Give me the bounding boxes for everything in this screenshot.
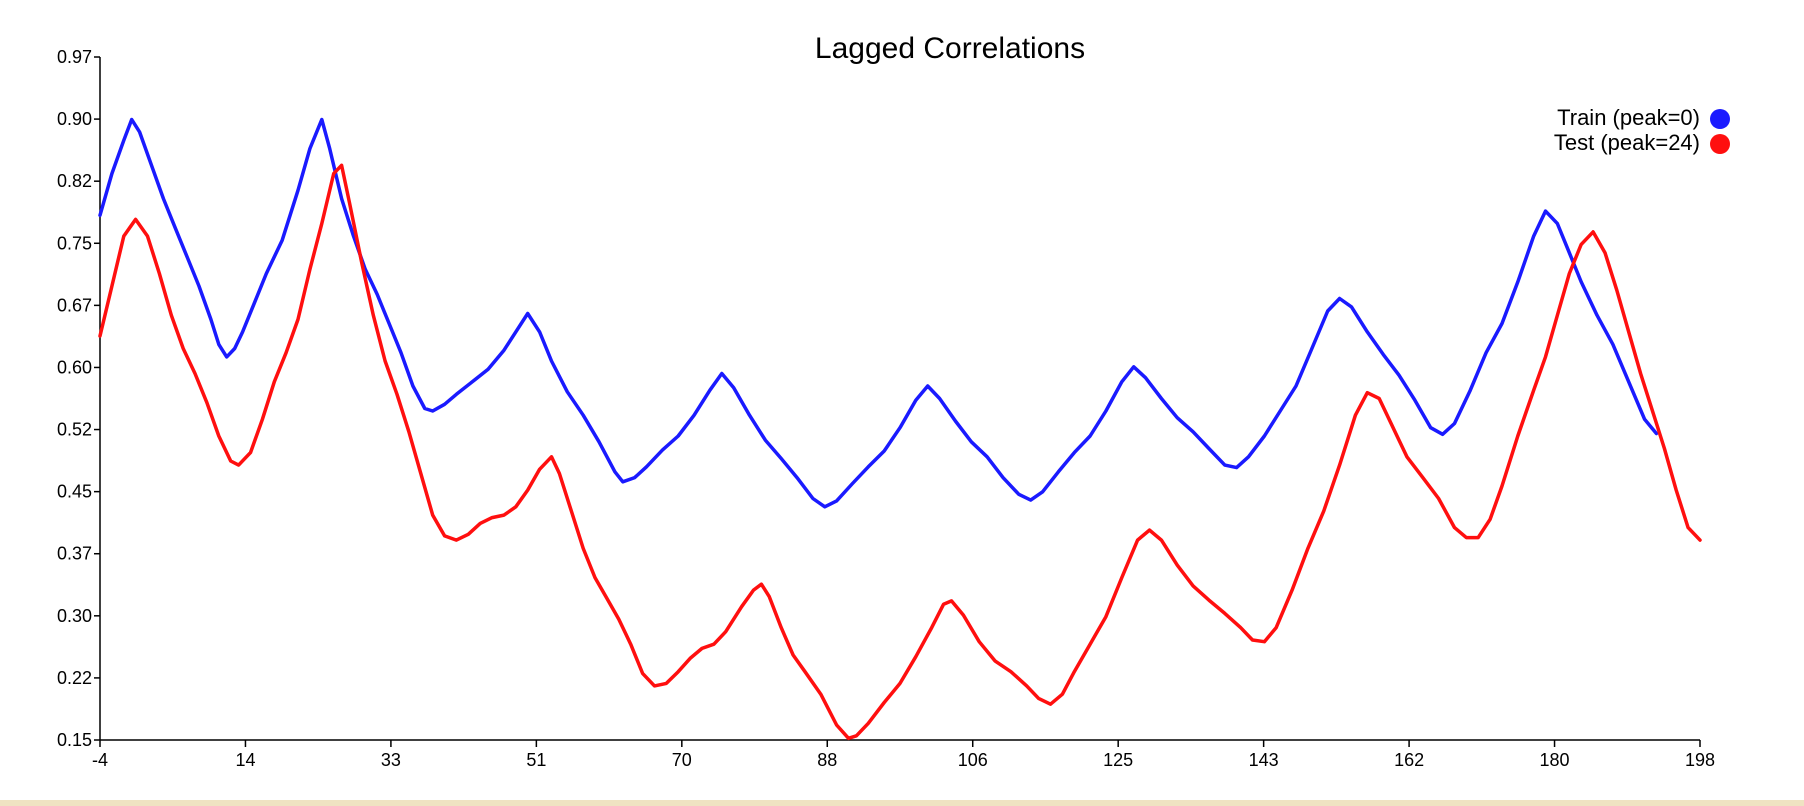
y-tick-label: 0.90 bbox=[57, 109, 92, 129]
y-tick-label: 0.37 bbox=[57, 544, 92, 564]
x-tick-label: 14 bbox=[235, 750, 255, 770]
y-tick-label: 0.22 bbox=[57, 668, 92, 688]
x-tick-label: 51 bbox=[526, 750, 546, 770]
test-series-line bbox=[98, 163, 1702, 741]
chart-title: Lagged Correlations bbox=[815, 32, 1085, 65]
x-tick-label: 88 bbox=[817, 750, 837, 770]
x-tick-label: -4 bbox=[92, 750, 108, 770]
series-lines bbox=[98, 117, 1702, 741]
y-tick-label: 0.52 bbox=[57, 420, 92, 440]
y-tick-label: 0.67 bbox=[57, 295, 92, 315]
y-tick-label: 0.97 bbox=[57, 47, 92, 67]
legend: Train (peak=0)Test (peak=24) bbox=[1554, 105, 1730, 155]
x-tick-label: 125 bbox=[1103, 750, 1133, 770]
y-tick-label: 0.75 bbox=[57, 233, 92, 253]
legend-label: Test (peak=24) bbox=[1554, 130, 1700, 155]
y-tick-label: 0.82 bbox=[57, 171, 92, 191]
axes: 0.97 0.90 0.82 0.75 0.67 0.60 0.52 0.45 0.37 0.30… bbox=[57, 47, 1715, 770]
x-tick-label: 70 bbox=[672, 750, 692, 770]
x-tick-label: 33 bbox=[381, 750, 401, 770]
x-tick-label: 106 bbox=[958, 750, 988, 770]
y-tick-label: 0.60 bbox=[57, 357, 92, 377]
legend-marker bbox=[1710, 134, 1730, 154]
train-series-line bbox=[98, 117, 1659, 509]
y-tick-label: 0.45 bbox=[57, 482, 92, 502]
x-tick-label: 143 bbox=[1249, 750, 1279, 770]
x-tick-label: 162 bbox=[1394, 750, 1424, 770]
x-tick-label: 180 bbox=[1540, 750, 1570, 770]
legend-label: Train (peak=0) bbox=[1557, 105, 1700, 130]
legend-marker bbox=[1710, 109, 1730, 129]
y-tick-label: 0.15 bbox=[57, 730, 92, 750]
x-tick-label: 198 bbox=[1685, 750, 1715, 770]
y-tick-label: 0.30 bbox=[57, 606, 92, 626]
